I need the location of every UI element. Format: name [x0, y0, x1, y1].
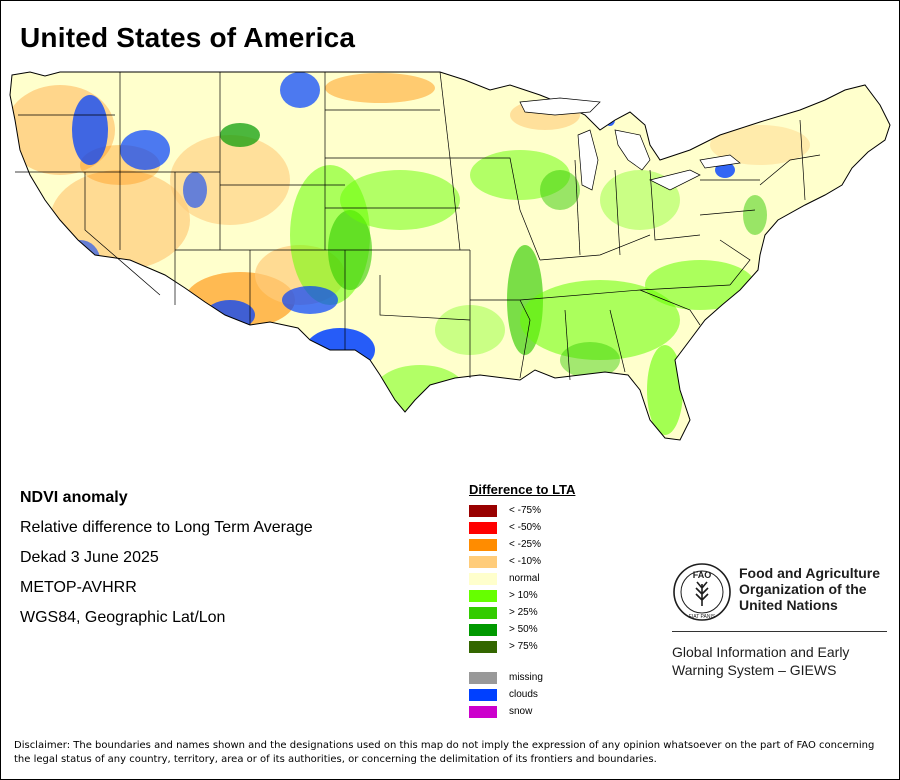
legend-swatch — [469, 504, 497, 517]
logo-motto: FIAT PANIS — [689, 614, 716, 620]
great-lakes — [519, 97, 741, 191]
legend-label: < -25% — [509, 539, 541, 550]
legend-title: Difference to LTA — [469, 482, 576, 497]
legend-label: normal — [509, 573, 540, 584]
legend-label: > 50% — [509, 624, 538, 635]
legend-extra: missing clouds snow — [469, 669, 575, 720]
fao-logo-icon: FAO FIAT PANIS — [673, 563, 731, 621]
legend-item: > 10% — [469, 587, 575, 604]
legend-swatch — [469, 671, 497, 684]
projection: WGS84, Geographic Lat/Lon — [20, 609, 226, 626]
legend: Difference to LTA < -75% < -50% < -25% <… — [469, 482, 575, 720]
fao-org-name: Food and Agriculture Organization of the… — [739, 565, 880, 613]
ndvi-anomaly-map — [9, 71, 891, 441]
sensor: METOP-AVHRR — [20, 579, 137, 596]
legend-label: missing — [509, 672, 543, 683]
map-title: United States of America — [20, 22, 356, 53]
logo-letters: FAO — [693, 570, 712, 580]
legend-label: > 75% — [509, 641, 538, 652]
legend-item: < -25% — [469, 536, 575, 553]
legend-swatch — [469, 688, 497, 701]
legend-label: < -50% — [509, 522, 541, 533]
legend-label: snow — [509, 706, 533, 717]
legend-item: < -50% — [469, 519, 575, 536]
legend-item: < -10% — [469, 553, 575, 570]
legend-label: < -10% — [509, 556, 541, 567]
giews-line: Global Information and Early — [672, 644, 850, 660]
legend-label: > 10% — [509, 590, 538, 601]
giews-name: Global Information and Early Warning Sys… — [672, 643, 849, 679]
legend-item: > 50% — [469, 621, 575, 638]
legend-item: missing — [469, 669, 575, 686]
legend-label: clouds — [509, 689, 538, 700]
legend-item: > 25% — [469, 604, 575, 621]
legend-item: snow — [469, 703, 575, 720]
legend-label: > 25% — [509, 607, 538, 618]
legend-item: < -75% — [469, 502, 575, 519]
org-name-line: United Nations — [739, 597, 838, 613]
map-info: NDVI anomaly Relative difference to Long… — [20, 488, 313, 638]
product-description: Relative difference to Long Term Average — [20, 519, 313, 536]
divider — [672, 631, 887, 632]
legend-swatch — [469, 606, 497, 619]
legend-swatch — [469, 705, 497, 718]
legend-swatch — [469, 572, 497, 585]
legend-swatch — [469, 538, 497, 551]
legend-swatch — [469, 623, 497, 636]
state-boundaries — [15, 71, 821, 381]
legend-swatch — [469, 555, 497, 568]
legend-item: normal — [469, 570, 575, 587]
legend-label: < -75% — [509, 505, 541, 516]
disclaimer: Disclaimer: The boundaries and names sho… — [14, 740, 875, 765]
legend-swatch — [469, 640, 497, 653]
giews-line: Warning System – GIEWS — [672, 662, 837, 678]
org-name-line: Organization of the — [739, 581, 867, 597]
legend-classes: < -75% < -50% < -25% < -10% normal > 10%… — [469, 502, 575, 655]
legend-item: clouds — [469, 686, 575, 703]
legend-item: > 75% — [469, 638, 575, 655]
product-name: NDVI anomaly — [20, 489, 128, 506]
org-name-line: Food and Agriculture — [739, 565, 881, 581]
legend-swatch — [469, 521, 497, 534]
legend-swatch — [469, 589, 497, 602]
period: Dekad 3 June 2025 — [20, 549, 159, 566]
